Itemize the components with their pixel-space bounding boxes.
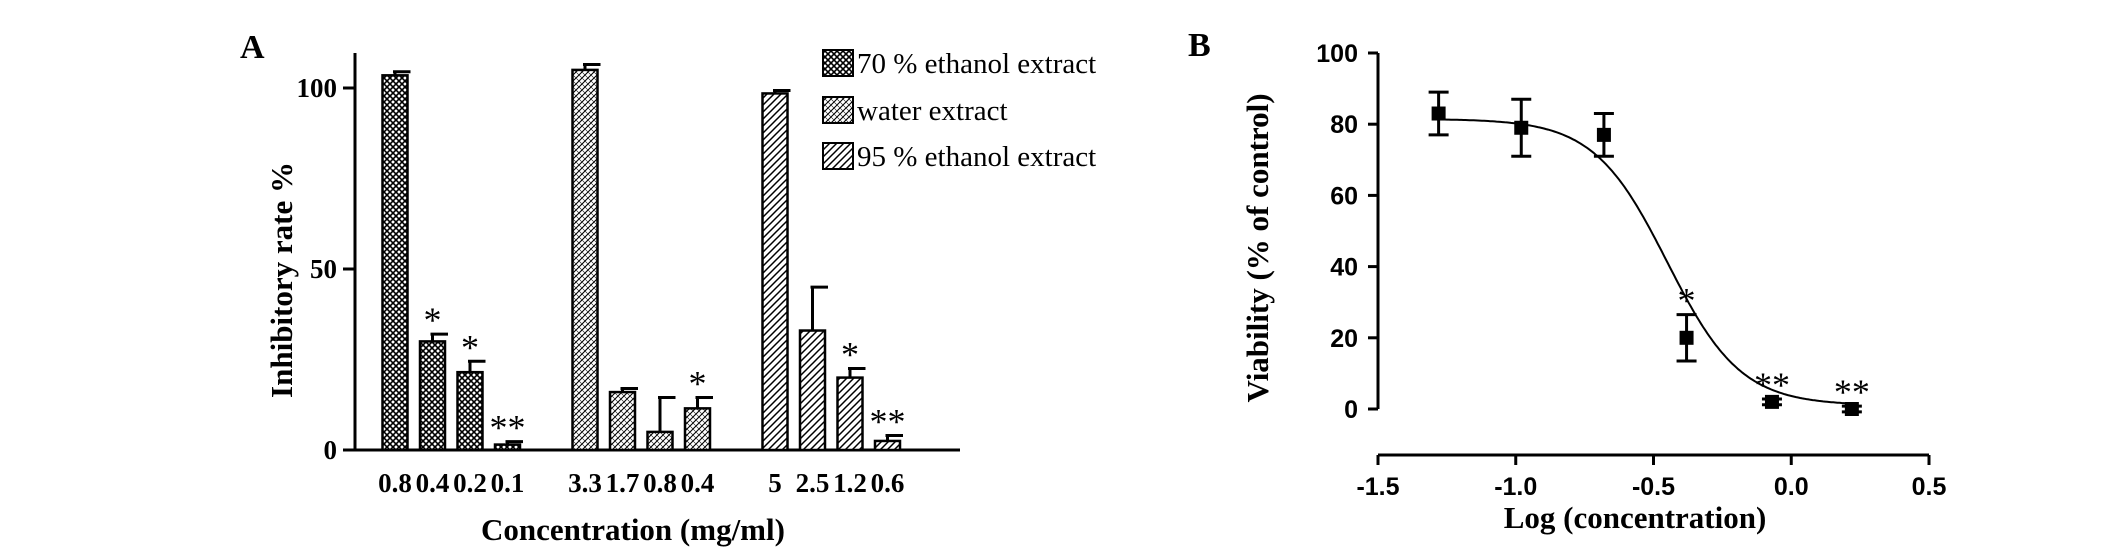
x-tick-label: 5: [768, 468, 782, 498]
significance-label: **: [1754, 365, 1790, 405]
bar: [683, 407, 712, 452]
panel-a-legend: 70 % ethanol extract water extract 95 % et…: [822, 48, 1096, 173]
significance-label: *: [461, 327, 479, 367]
panel-a-y-axis-title: Inhibitory rate %: [264, 162, 299, 398]
legend-label: 95 % ethanol extract: [857, 141, 1096, 173]
significance-label: *: [1678, 281, 1696, 321]
significance-label: **: [870, 402, 906, 442]
legend-swatch: [822, 96, 854, 124]
legend-swatch: [822, 142, 854, 170]
panel-a-x-axis-title: Concentration (mg/ml): [481, 512, 785, 547]
panel-b-y-axis-title: Viability (% of control): [1240, 93, 1275, 402]
x-tick-label: 0.1: [491, 468, 525, 498]
data-point: [1514, 120, 1529, 135]
data-point: [1679, 330, 1694, 345]
y-tick-label: 80: [1330, 111, 1358, 139]
legend-swatch: [822, 49, 854, 77]
bar: [571, 68, 599, 452]
y-tick-label: 0: [1344, 396, 1358, 424]
bar: [381, 74, 409, 452]
data-point: [1764, 394, 1779, 409]
y-tick-label: 20: [1330, 325, 1358, 353]
bar: [836, 376, 864, 452]
panel-b-axes: 0 20 40 60 80 100 -1.5 -1.0 -0.5 0.0 0.5: [1316, 40, 1946, 501]
y-tick-label: 0: [324, 435, 338, 465]
x-tick-label: 0.4: [416, 468, 450, 498]
x-tick-label: 1.2: [833, 468, 867, 498]
data-point: [1844, 402, 1859, 416]
bar: [873, 439, 902, 452]
x-tick-label: 0.4: [681, 468, 715, 498]
data-point: [1596, 127, 1611, 142]
y-tick-label: 50: [310, 254, 337, 284]
x-tick-label: 3.3: [568, 468, 602, 498]
bar: [798, 329, 827, 452]
x-tick-label: 0.2: [453, 468, 487, 498]
significance-label: **: [490, 408, 526, 448]
x-tick-label: 0.8: [643, 468, 677, 498]
y-tick-label: 60: [1330, 182, 1358, 210]
significance-label: **: [1834, 372, 1870, 412]
significance-label: *: [689, 364, 707, 404]
panel-a-letter: A: [240, 29, 265, 66]
bar: [646, 430, 674, 452]
x-tick-label: -1.5: [1356, 473, 1399, 501]
x-tick-label: 1.7: [606, 468, 640, 498]
panel-a-tick-labels: 0.8 0.4 0.2 0.1 3.3 1.7 0.8 0.4 5 2.5 1.2 0.6: [378, 468, 904, 498]
x-tick-label: 2.5: [796, 468, 830, 498]
panel-b-plot: *** **: [1428, 90, 1870, 416]
x-tick-label: 0.6: [871, 468, 905, 498]
bar: [761, 92, 789, 452]
panel-a-bars: ********: [381, 62, 906, 452]
y-tick-label: 40: [1330, 254, 1358, 282]
fit-curve: [1438, 118, 1852, 405]
significance-label: *: [424, 300, 442, 340]
legend-label: 70 % ethanol extract: [857, 48, 1096, 80]
bar: [418, 340, 447, 452]
bar: [608, 390, 637, 452]
x-tick-label: 0.5: [1912, 473, 1947, 501]
x-tick-label: 0.0: [1774, 473, 1809, 501]
panel-b-x-axis-title: Log (concentration): [1504, 500, 1767, 535]
panel-b-letter: B: [1188, 27, 1211, 64]
data-point: [1431, 106, 1446, 121]
significance-label: *: [841, 335, 859, 375]
x-tick-label: 0.8: [378, 468, 412, 498]
legend-label: water extract: [857, 95, 1008, 127]
x-tick-label: -1.0: [1494, 473, 1537, 501]
y-tick-label: 100: [297, 73, 338, 103]
x-tick-label: -0.5: [1632, 473, 1675, 501]
y-tick-label: 100: [1316, 40, 1358, 68]
bar: [456, 370, 484, 452]
